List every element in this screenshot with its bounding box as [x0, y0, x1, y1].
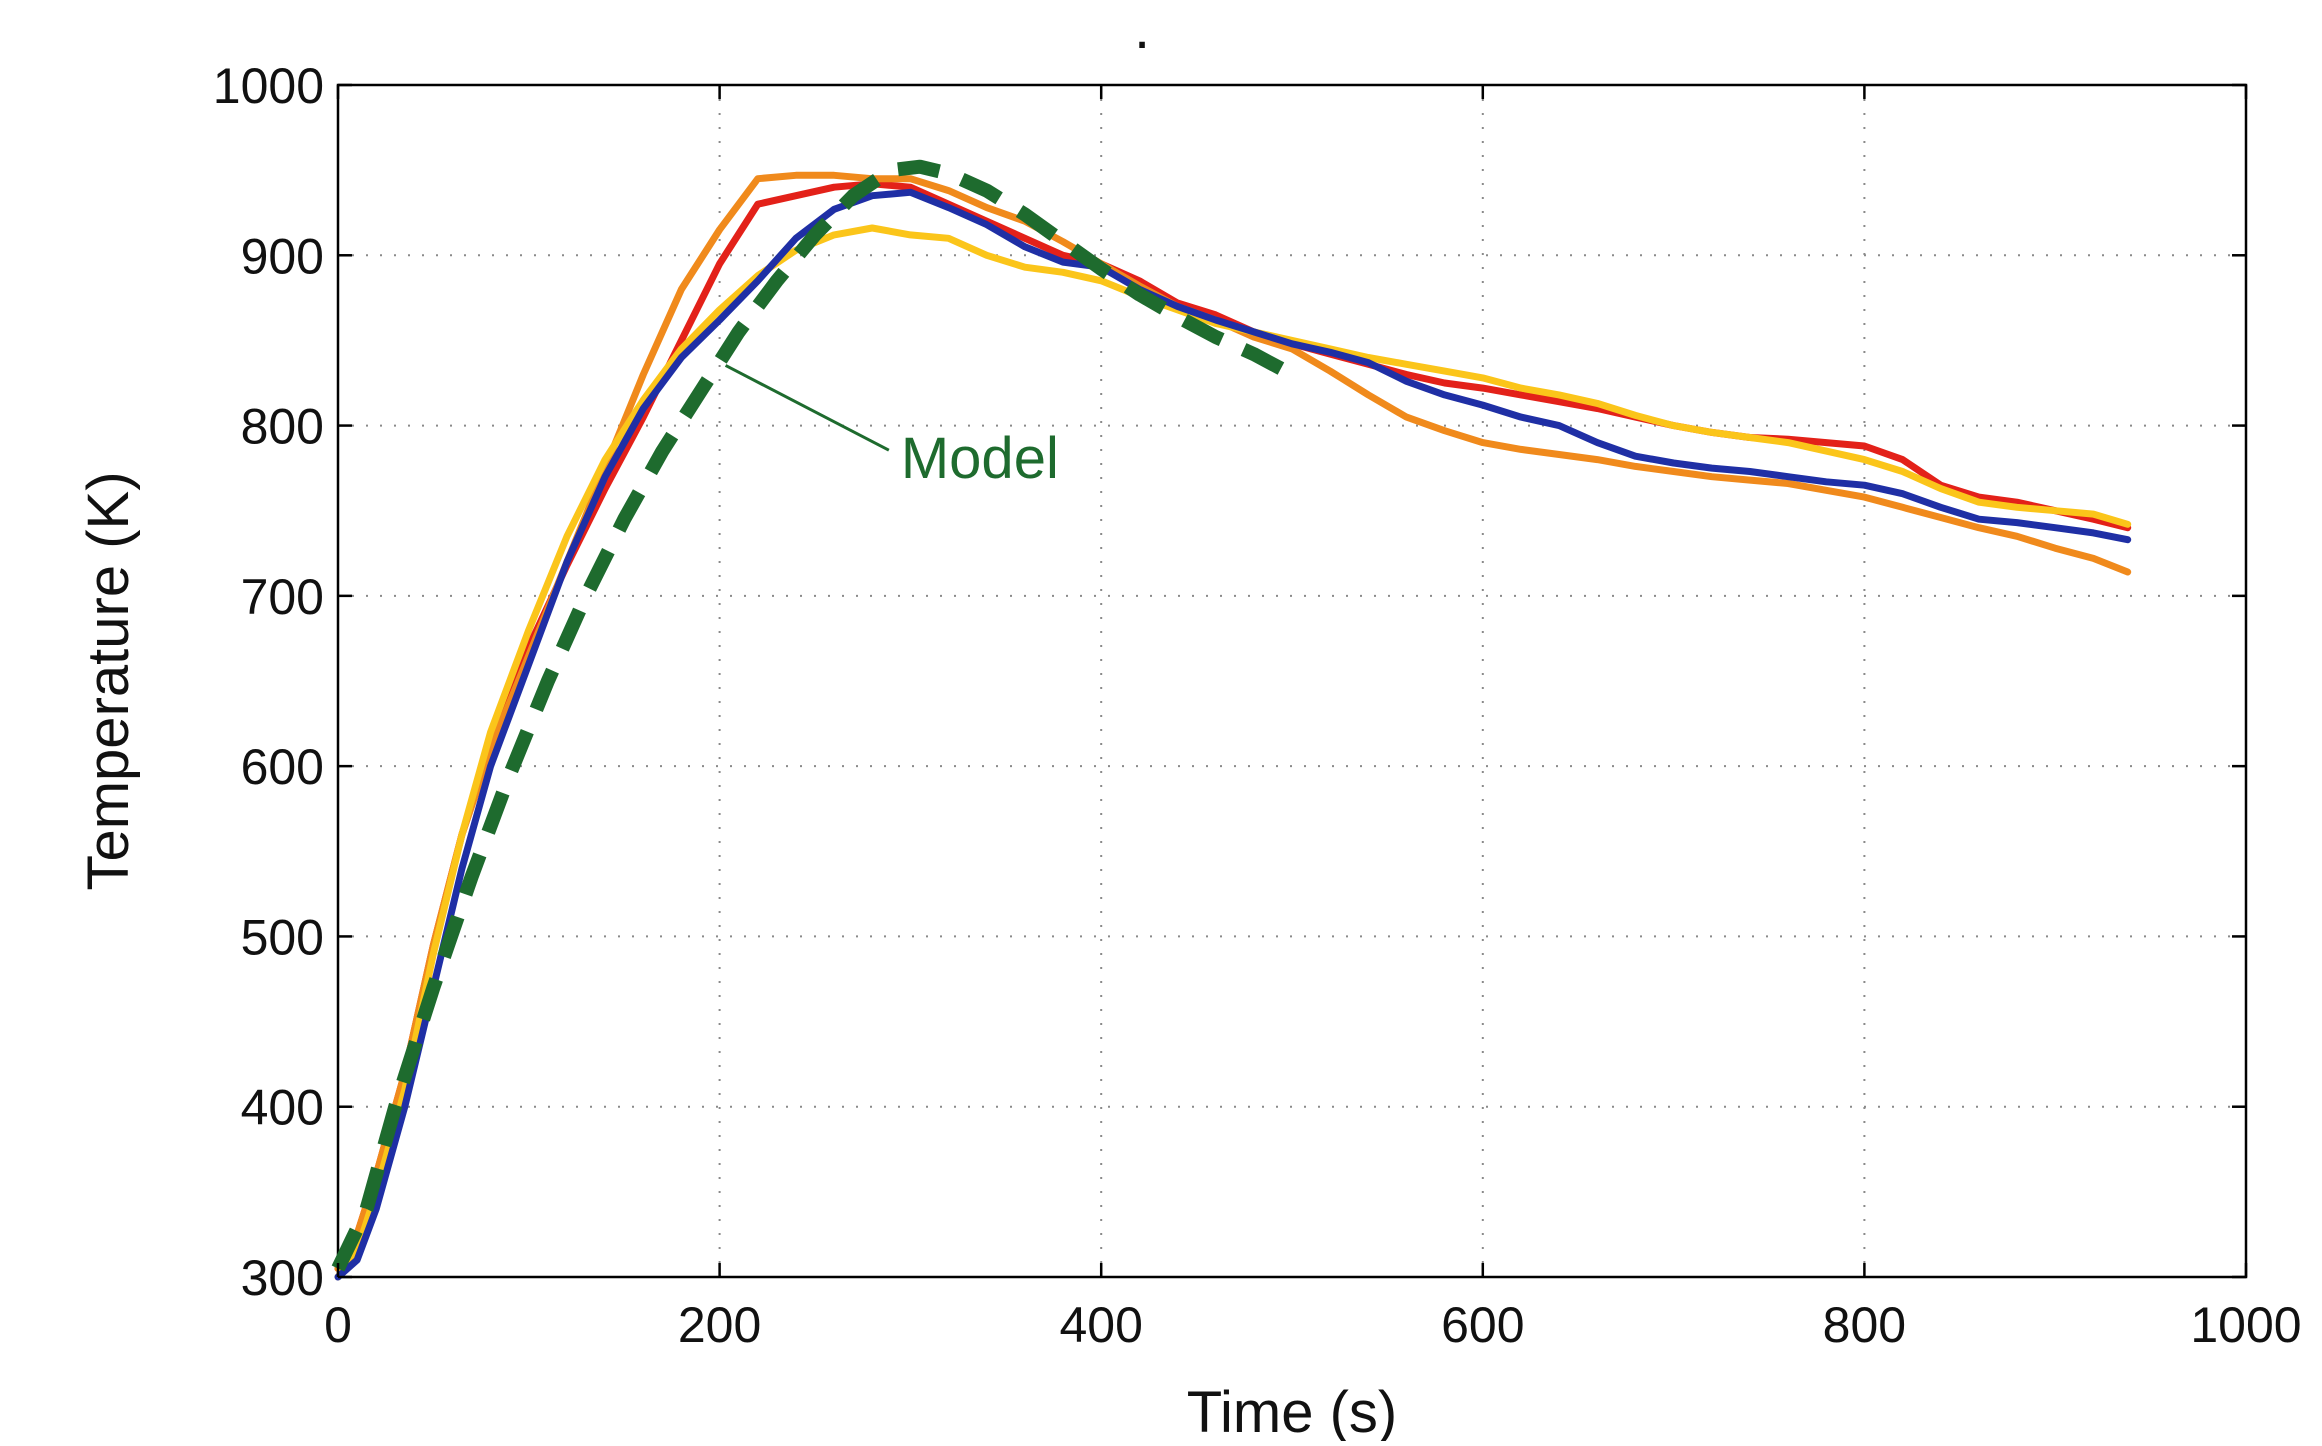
model-annotation-leader: [724, 364, 890, 452]
x-axis-label: Time (s): [1187, 1380, 1397, 1441]
x-tick-label: 400: [1059, 1297, 1142, 1353]
y-tick-label: 900: [241, 228, 324, 284]
chart-title: .: [1134, 0, 1150, 61]
series-line-red: [334, 180, 2132, 1272]
model-annotation-label: Model: [901, 426, 1059, 491]
x-tick-label: 1000: [2190, 1297, 2301, 1353]
axis-ticks: 0 200 400 600 800 1000 300 400 500 600 700 800 900 10…: [213, 58, 2302, 1353]
x-tick-label: 800: [1823, 1297, 1906, 1353]
series-line-orange: [334, 171, 2132, 1272]
series-layer: [331, 159, 2132, 1281]
y-tick-label: 700: [241, 569, 324, 625]
series-line-model: [331, 159, 1296, 1272]
y-tick-label: 1000: [213, 58, 324, 114]
y-axis-label: Temperature (K): [76, 471, 141, 890]
y-tick-label: 600: [241, 739, 324, 795]
y-tick-label: 800: [241, 399, 324, 455]
y-tick-label: 500: [241, 909, 324, 965]
y-tick-label: 400: [241, 1080, 324, 1136]
plot-frame: [336, 83, 2248, 1279]
series-line-blue: [334, 188, 2132, 1281]
x-tick-label: 600: [1441, 1297, 1524, 1353]
series-line-yellow: [334, 224, 2132, 1281]
annotation: Model: [724, 364, 1059, 491]
y-tick-label: 300: [241, 1250, 324, 1306]
grid: [338, 85, 2246, 1277]
x-tick-label: 200: [678, 1297, 761, 1353]
x-tick-label: 0: [324, 1297, 352, 1353]
